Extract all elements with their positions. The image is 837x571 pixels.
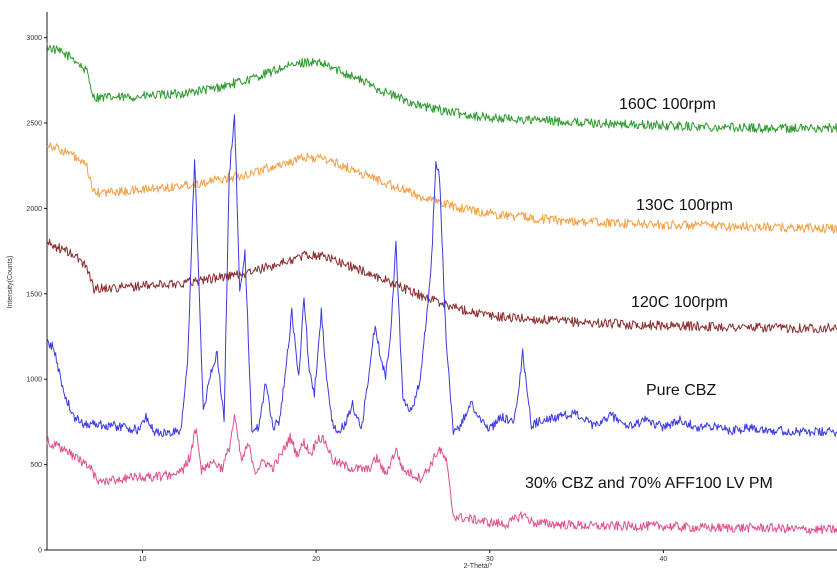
y-tick-label: 500 <box>30 462 42 469</box>
ticks: 0 500 1000 1500 2000 2500 3000 10 20 30 40 <box>26 35 667 563</box>
y-tick-label: 0 <box>38 548 42 555</box>
y-tick-label: 1000 <box>26 377 42 384</box>
series-line-3 <box>46 238 837 334</box>
label-30cbz-70aff100-pm: 30% CBZ and 70% AFF100 LV PM <box>525 475 773 492</box>
axes <box>46 12 837 551</box>
y-tick-label: 3000 <box>26 35 42 42</box>
label-pure-cbz: Pure CBZ <box>646 382 716 399</box>
y-tick-label: 2500 <box>26 121 42 128</box>
series-line-1 <box>46 42 837 134</box>
x-axis-label: 2-Theta/° <box>464 562 493 570</box>
y-tick-label: 1500 <box>26 291 42 298</box>
x-tick-label: 30 <box>486 556 494 563</box>
x-tick-label: 20 <box>312 556 320 563</box>
x-tick-label: 40 <box>659 556 667 563</box>
label-130c-100rpm: 130C 100rpm <box>636 197 733 214</box>
y-tick-label: 2000 <box>26 206 42 213</box>
series-line-2 <box>46 142 837 234</box>
x-tick-label: 10 <box>139 556 147 563</box>
series-lines <box>46 42 837 535</box>
y-axis-label: Intensity(Counts) <box>7 256 14 309</box>
label-160c-100rpm: 160C 100rpm <box>619 96 716 113</box>
label-120c-100rpm: 120C 100rpm <box>631 294 728 311</box>
series-line-4 <box>46 114 837 438</box>
series-line-5 <box>46 414 837 535</box>
